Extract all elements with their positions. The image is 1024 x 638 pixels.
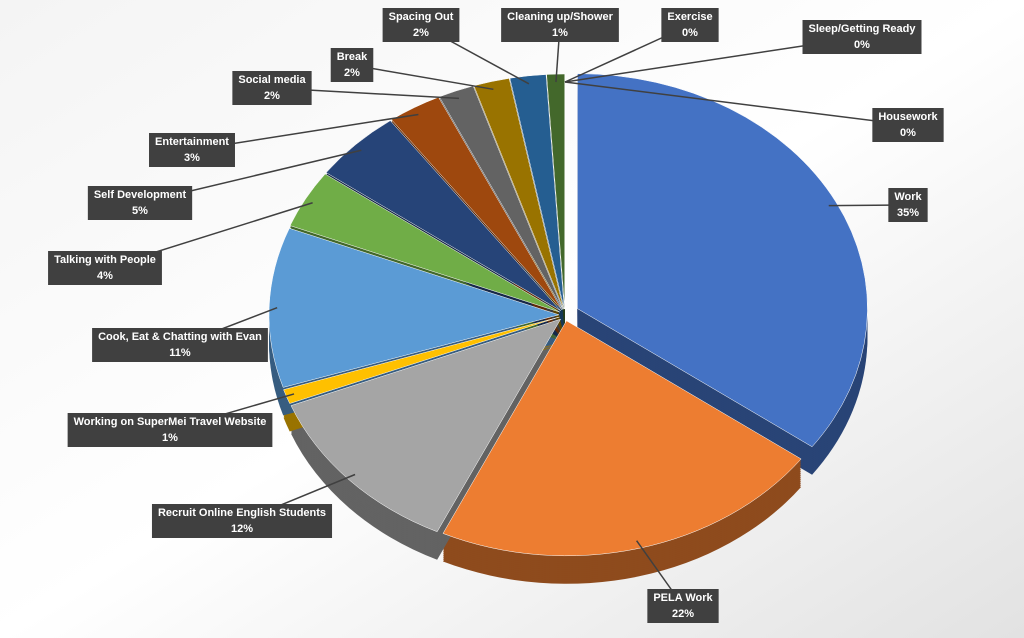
- data-label: Break 2%: [330, 48, 374, 82]
- value-label: 1%: [552, 27, 568, 39]
- label-box: [501, 8, 619, 42]
- category-label: Housework: [878, 111, 938, 123]
- leader-line: [564, 81, 909, 126]
- label-box: [87, 186, 193, 220]
- label-box: [382, 8, 460, 42]
- data-label: Working on SuperMei Travel Website 1%: [67, 413, 273, 447]
- value-label: 22%: [672, 608, 694, 620]
- label-box: [647, 589, 719, 623]
- value-label: 12%: [231, 523, 253, 535]
- value-label: 0%: [682, 27, 698, 39]
- value-label: 11%: [169, 347, 191, 359]
- label-box: [92, 328, 268, 362]
- data-label: Sleep/Getting Ready 0%: [802, 20, 922, 54]
- category-label: Break: [337, 51, 368, 63]
- category-label: Self Development: [94, 189, 187, 201]
- value-label: 0%: [854, 39, 870, 51]
- leader-line: [351, 64, 494, 91]
- value-label: 2%: [264, 90, 280, 102]
- value-label: 4%: [97, 270, 113, 282]
- data-label: Talking with People 4%: [48, 251, 162, 285]
- category-label: Sleep/Getting Ready: [809, 23, 917, 35]
- category-label: Recruit Online English Students: [158, 507, 326, 519]
- data-label: Work 35%: [888, 188, 928, 222]
- value-label: 0%: [900, 127, 916, 139]
- value-label: 2%: [344, 67, 360, 79]
- data-label: Cleaning up/Shower 1%: [501, 8, 619, 42]
- value-label: 5%: [132, 205, 148, 217]
- label-box: [888, 188, 928, 222]
- label-box: [872, 108, 944, 142]
- data-label: Recruit Online English Students 12%: [151, 504, 333, 538]
- data-label: Housework 0%: [872, 108, 944, 142]
- slice: [577, 73, 868, 448]
- value-label: 1%: [162, 432, 178, 444]
- slice: [289, 173, 560, 313]
- value-label: 3%: [184, 152, 200, 164]
- data-label: Spacing Out 2%: [382, 8, 460, 42]
- label-box: [330, 48, 374, 82]
- label-box: [661, 8, 719, 42]
- category-label: Entertainment: [155, 136, 229, 148]
- data-label: Exercise 0%: [661, 8, 719, 42]
- data-label: Entertainment 3%: [149, 133, 235, 167]
- slice: [268, 227, 560, 388]
- data-label: Social media 2%: [232, 71, 312, 105]
- data-label: PELA Work 22%: [647, 589, 719, 623]
- label-box: [67, 413, 273, 447]
- label-box: [48, 251, 162, 285]
- slice: [442, 320, 802, 557]
- category-label: PELA Work: [653, 592, 713, 604]
- category-label: Working on SuperMei Travel Website: [74, 416, 267, 428]
- slice: [290, 318, 562, 533]
- category-label: Spacing Out: [389, 11, 454, 23]
- value-label: 2%: [413, 27, 429, 39]
- label-box: [149, 133, 235, 167]
- category-label: Talking with People: [54, 254, 156, 266]
- category-label: Exercise: [667, 11, 712, 23]
- category-label: Cook, Eat & Chatting with Evan: [98, 331, 262, 343]
- slice: [509, 74, 565, 310]
- label-box: [802, 20, 922, 54]
- label-box: [151, 504, 333, 538]
- category-label: Cleaning up/Shower: [507, 11, 613, 23]
- category-label: Work: [894, 191, 922, 203]
- value-label: 35%: [897, 207, 919, 219]
- category-label: Social media: [238, 74, 306, 86]
- label-box: [232, 71, 312, 105]
- slice: [325, 120, 561, 311]
- data-label: Cook, Eat & Chatting with Evan 11%: [92, 328, 268, 362]
- data-label: Self Development 5%: [87, 186, 193, 220]
